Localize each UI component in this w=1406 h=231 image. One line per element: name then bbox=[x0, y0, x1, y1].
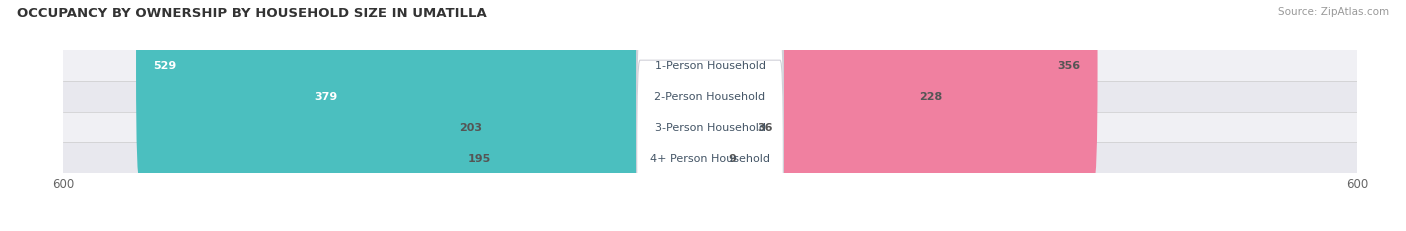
Text: 356: 356 bbox=[1057, 61, 1081, 71]
Text: 529: 529 bbox=[153, 61, 176, 71]
Text: 203: 203 bbox=[460, 122, 482, 132]
FancyBboxPatch shape bbox=[637, 61, 783, 231]
FancyBboxPatch shape bbox=[496, 42, 714, 231]
FancyBboxPatch shape bbox=[637, 30, 783, 224]
Bar bbox=[63, 112, 1357, 143]
FancyBboxPatch shape bbox=[637, 0, 783, 194]
FancyBboxPatch shape bbox=[136, 0, 714, 182]
FancyBboxPatch shape bbox=[637, 0, 783, 163]
Text: 3-Person Household: 3-Person Household bbox=[655, 122, 765, 132]
FancyBboxPatch shape bbox=[706, 42, 724, 231]
Text: 379: 379 bbox=[315, 92, 337, 102]
Text: OCCUPANCY BY OWNERSHIP BY HOUSEHOLD SIZE IN UMATILLA: OCCUPANCY BY OWNERSHIP BY HOUSEHOLD SIZE… bbox=[17, 7, 486, 20]
FancyBboxPatch shape bbox=[488, 11, 714, 231]
Text: 1-Person Household: 1-Person Household bbox=[655, 61, 765, 71]
Legend: Owner-occupied, Renter-occupied: Owner-occupied, Renter-occupied bbox=[586, 230, 834, 231]
FancyBboxPatch shape bbox=[706, 0, 1098, 182]
Bar bbox=[63, 143, 1357, 173]
Text: 228: 228 bbox=[920, 92, 943, 102]
FancyBboxPatch shape bbox=[706, 0, 959, 213]
Text: 195: 195 bbox=[468, 153, 491, 163]
FancyBboxPatch shape bbox=[706, 11, 752, 231]
Text: 36: 36 bbox=[758, 122, 773, 132]
Text: 2-Person Household: 2-Person Household bbox=[654, 92, 766, 102]
Text: 4+ Person Household: 4+ Person Household bbox=[650, 153, 770, 163]
Text: 9: 9 bbox=[728, 153, 737, 163]
Bar bbox=[63, 82, 1357, 112]
FancyBboxPatch shape bbox=[298, 0, 714, 213]
Bar bbox=[63, 51, 1357, 82]
Text: Source: ZipAtlas.com: Source: ZipAtlas.com bbox=[1278, 7, 1389, 17]
